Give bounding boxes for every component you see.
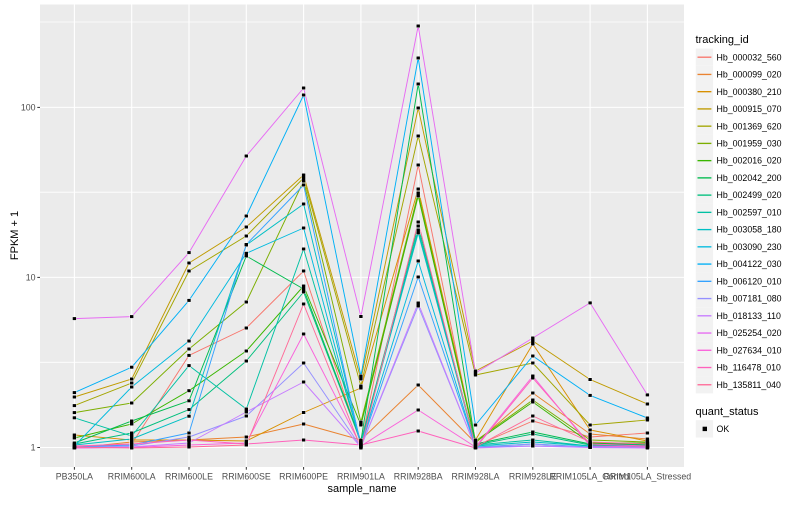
- svg-text:Hb_001959_030: Hb_001959_030: [717, 139, 782, 149]
- svg-text:Hb_002016_020: Hb_002016_020: [717, 156, 782, 166]
- svg-text:Hb_006120_010: Hb_006120_010: [717, 276, 782, 286]
- svg-text:RRIM928LA: RRIM928LA: [452, 472, 500, 482]
- svg-text:RRIM600LE: RRIM600LE: [165, 472, 213, 482]
- svg-text:PB350LA: PB350LA: [56, 472, 93, 482]
- svg-text:Hb_000099_020: Hb_000099_020: [717, 70, 782, 80]
- svg-text:Hb_000032_560: Hb_000032_560: [717, 52, 782, 62]
- svg-text:Hb_002499_020: Hb_002499_020: [717, 190, 782, 200]
- svg-text:OK: OK: [717, 424, 730, 434]
- svg-text:Hb_135811_040: Hb_135811_040: [717, 380, 782, 390]
- svg-text:Hb_002042_200: Hb_002042_200: [717, 173, 782, 183]
- svg-text:Hb_027634_010: Hb_027634_010: [717, 345, 782, 355]
- svg-text:RRIM928BA: RRIM928BA: [394, 472, 443, 482]
- svg-text:RRIM600SE: RRIM600SE: [222, 472, 271, 482]
- svg-text:Hb_025254_020: Hb_025254_020: [717, 328, 782, 338]
- svg-text:RRIM600PE: RRIM600PE: [279, 472, 328, 482]
- svg-text:Hb_002597_010: Hb_002597_010: [717, 207, 782, 217]
- svg-text:RRIM901LA: RRIM901LA: [337, 472, 385, 482]
- svg-text:Hb_007181_080: Hb_007181_080: [717, 294, 782, 304]
- svg-text:Hb_000915_070: Hb_000915_070: [717, 104, 782, 114]
- svg-text:tracking_id: tracking_id: [696, 34, 749, 46]
- svg-text:Hb_001369_620: Hb_001369_620: [717, 121, 782, 131]
- svg-text:10: 10: [26, 273, 36, 283]
- svg-text:sample_name: sample_name: [327, 483, 396, 495]
- svg-text:Hb_003058_180: Hb_003058_180: [717, 225, 782, 235]
- svg-text:1: 1: [31, 443, 36, 453]
- svg-text:RRIM105LA_Stressed: RRIM105LA_Stressed: [604, 472, 692, 482]
- svg-text:Hb_004122_030: Hb_004122_030: [717, 259, 782, 269]
- svg-text:FPKM + 1: FPKM + 1: [9, 211, 21, 260]
- svg-text:RRIM600LA: RRIM600LA: [108, 472, 156, 482]
- svg-text:RRIM928LE: RRIM928LE: [509, 472, 557, 482]
- svg-text:100: 100: [21, 103, 36, 113]
- svg-text:Hb_018133_110: Hb_018133_110: [717, 311, 782, 321]
- svg-text:Hb_116478_010: Hb_116478_010: [717, 363, 782, 373]
- svg-text:Hb_003090_230: Hb_003090_230: [717, 242, 782, 252]
- svg-text:quant_status: quant_status: [696, 406, 759, 418]
- svg-text:Hb_000380_210: Hb_000380_210: [717, 87, 782, 97]
- svg-text:RRIM105LA_Control: RRIM105LA_Control: [550, 472, 631, 482]
